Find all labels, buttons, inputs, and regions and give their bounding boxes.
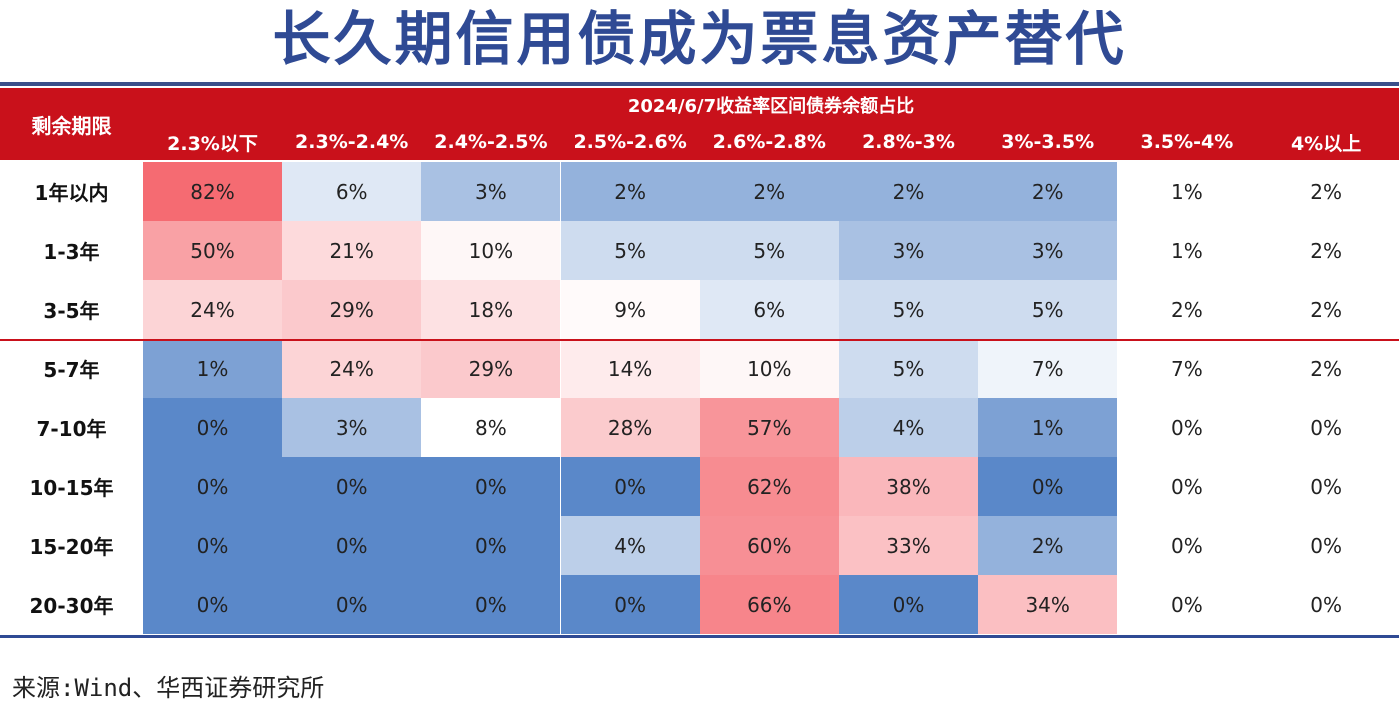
heatmap-cell: 1% (978, 398, 1118, 457)
page-title: 长久期信用债成为票息资产替代 (272, 5, 1127, 73)
heatmap-cell: 4% (839, 398, 978, 457)
heatmap-cell: 29% (421, 339, 561, 398)
heatmap-cell: 10% (421, 221, 561, 280)
heatmap-cell: 3% (282, 398, 422, 457)
heatmap-cell: 62% (699, 457, 839, 516)
heatmap-cell: 57% (699, 398, 839, 457)
column-header: 3.5%-4% (1140, 131, 1234, 153)
heatmap-cell: 28% (560, 398, 700, 457)
row-header-label: 剩余期限 (31, 113, 112, 138)
row-label: 20-30年 (29, 594, 114, 618)
heatmap-cell: 0% (1117, 457, 1257, 516)
column-header: 2.3%以下 (167, 132, 258, 155)
heatmap-cell: 9% (560, 280, 700, 339)
heatmap-cell: 5% (978, 280, 1118, 339)
heatmap-cell: 2% (1256, 280, 1396, 339)
heatmap-cell: 0% (143, 457, 282, 516)
heatmap-cell: 2% (978, 516, 1118, 575)
heatmap-cell: 0% (282, 575, 422, 634)
row-label: 7-10年 (36, 417, 107, 441)
heatmap-cell: 5% (560, 221, 700, 280)
heatmap-cell: 5% (699, 221, 839, 280)
column-header: 2.8%-3% (862, 131, 955, 153)
heatmap-cell: 7% (1117, 339, 1257, 398)
heatmap-cell: 0% (421, 516, 561, 575)
heatmap-cell: 0% (839, 575, 978, 634)
row-label: 10-15年 (29, 476, 114, 500)
heatmap-cell: 60% (699, 516, 839, 575)
heatmap-cell: 0% (282, 457, 422, 516)
heatmap-cell: 0% (143, 575, 282, 634)
heatmap-cell: 33% (839, 516, 978, 575)
heatmap-cell: 1% (1117, 162, 1257, 221)
heatmap-cell: 0% (1256, 575, 1396, 634)
row-label: 1年以内 (34, 181, 109, 205)
column-header: 3%-3.5% (1001, 131, 1095, 153)
heatmap-cell: 38% (839, 457, 978, 516)
row-label: 15-20年 (29, 535, 114, 559)
heatmap-cell: 0% (560, 575, 700, 634)
heatmap-cell: 0% (1256, 516, 1396, 575)
heatmap-cell: 2% (699, 162, 839, 221)
heatmap-cell: 0% (560, 457, 700, 516)
title-underline (0, 82, 1399, 86)
heatmap-cell: 4% (560, 516, 700, 575)
heatmap-cell: 3% (421, 162, 561, 221)
heatmap-cell: 29% (282, 280, 422, 339)
table-divider (0, 339, 1399, 341)
heatmap-cell: 24% (143, 280, 282, 339)
heatmap-cell: 21% (282, 221, 422, 280)
heatmap-cell: 2% (839, 162, 978, 221)
heatmap-cell: 10% (699, 339, 839, 398)
heatmap-cell: 1% (143, 339, 282, 398)
heatmap-cell: 0% (1256, 457, 1396, 516)
heatmap-cell: 5% (839, 280, 978, 339)
heatmap-cell: 0% (143, 398, 282, 457)
heatmap-cell: 0% (978, 457, 1118, 516)
row-label: 5-7年 (43, 358, 100, 382)
heatmap-cell: 14% (560, 339, 700, 398)
heatmap-cell: 0% (421, 575, 561, 634)
heatmap-cell: 3% (978, 221, 1118, 280)
heatmap-cell: 2% (560, 162, 700, 221)
heatmap-cell: 82% (143, 162, 282, 221)
column-group-label: 2024/6/7收益率区间债券余额占比 (627, 96, 915, 117)
heatmap-cell: 6% (282, 162, 422, 221)
heatmap-cell: 0% (282, 516, 422, 575)
heatmap-cell: 50% (143, 221, 282, 280)
row-label: 3-5年 (43, 299, 100, 323)
heatmap-cell: 0% (421, 457, 561, 516)
heatmap-cell: 2% (1256, 339, 1396, 398)
source-note: 来源:Wind、华西证券研究所 (12, 674, 325, 702)
heatmap-cell: 5% (839, 339, 978, 398)
heatmap-cell: 0% (1117, 516, 1257, 575)
row-label: 1-3年 (43, 240, 100, 264)
column-header: 2.6%-2.8% (712, 131, 826, 153)
heatmap-cell: 2% (1256, 221, 1396, 280)
heatmap-cell: 34% (978, 575, 1118, 634)
heatmap-cell: 6% (699, 280, 839, 339)
heatmap-cell: 8% (421, 398, 561, 457)
table-bottom-line (0, 635, 1399, 638)
heatmap-cell: 66% (699, 575, 839, 634)
heatmap-cell: 18% (421, 280, 561, 339)
column-header: 2.4%-2.5% (434, 131, 548, 153)
table-header-bar (0, 88, 1399, 160)
column-header: 2.3%-2.4% (295, 131, 409, 153)
heatmap-cell: 3% (839, 221, 978, 280)
heatmap-cell: 24% (282, 339, 422, 398)
column-header: 4%以上 (1290, 132, 1362, 155)
heatmap-cell: 2% (1117, 280, 1257, 339)
heatmap-cell: 1% (1117, 221, 1257, 280)
heatmap-cell: 0% (143, 516, 282, 575)
column-header: 2.5%-2.6% (573, 131, 687, 153)
heatmap-cell: 0% (1117, 398, 1257, 457)
heatmap-cell: 0% (1256, 398, 1396, 457)
heatmap-cell: 0% (1117, 575, 1257, 634)
heatmap-cell: 2% (1256, 162, 1396, 221)
heatmap-cell: 7% (978, 339, 1118, 398)
heatmap-cell: 2% (978, 162, 1118, 221)
